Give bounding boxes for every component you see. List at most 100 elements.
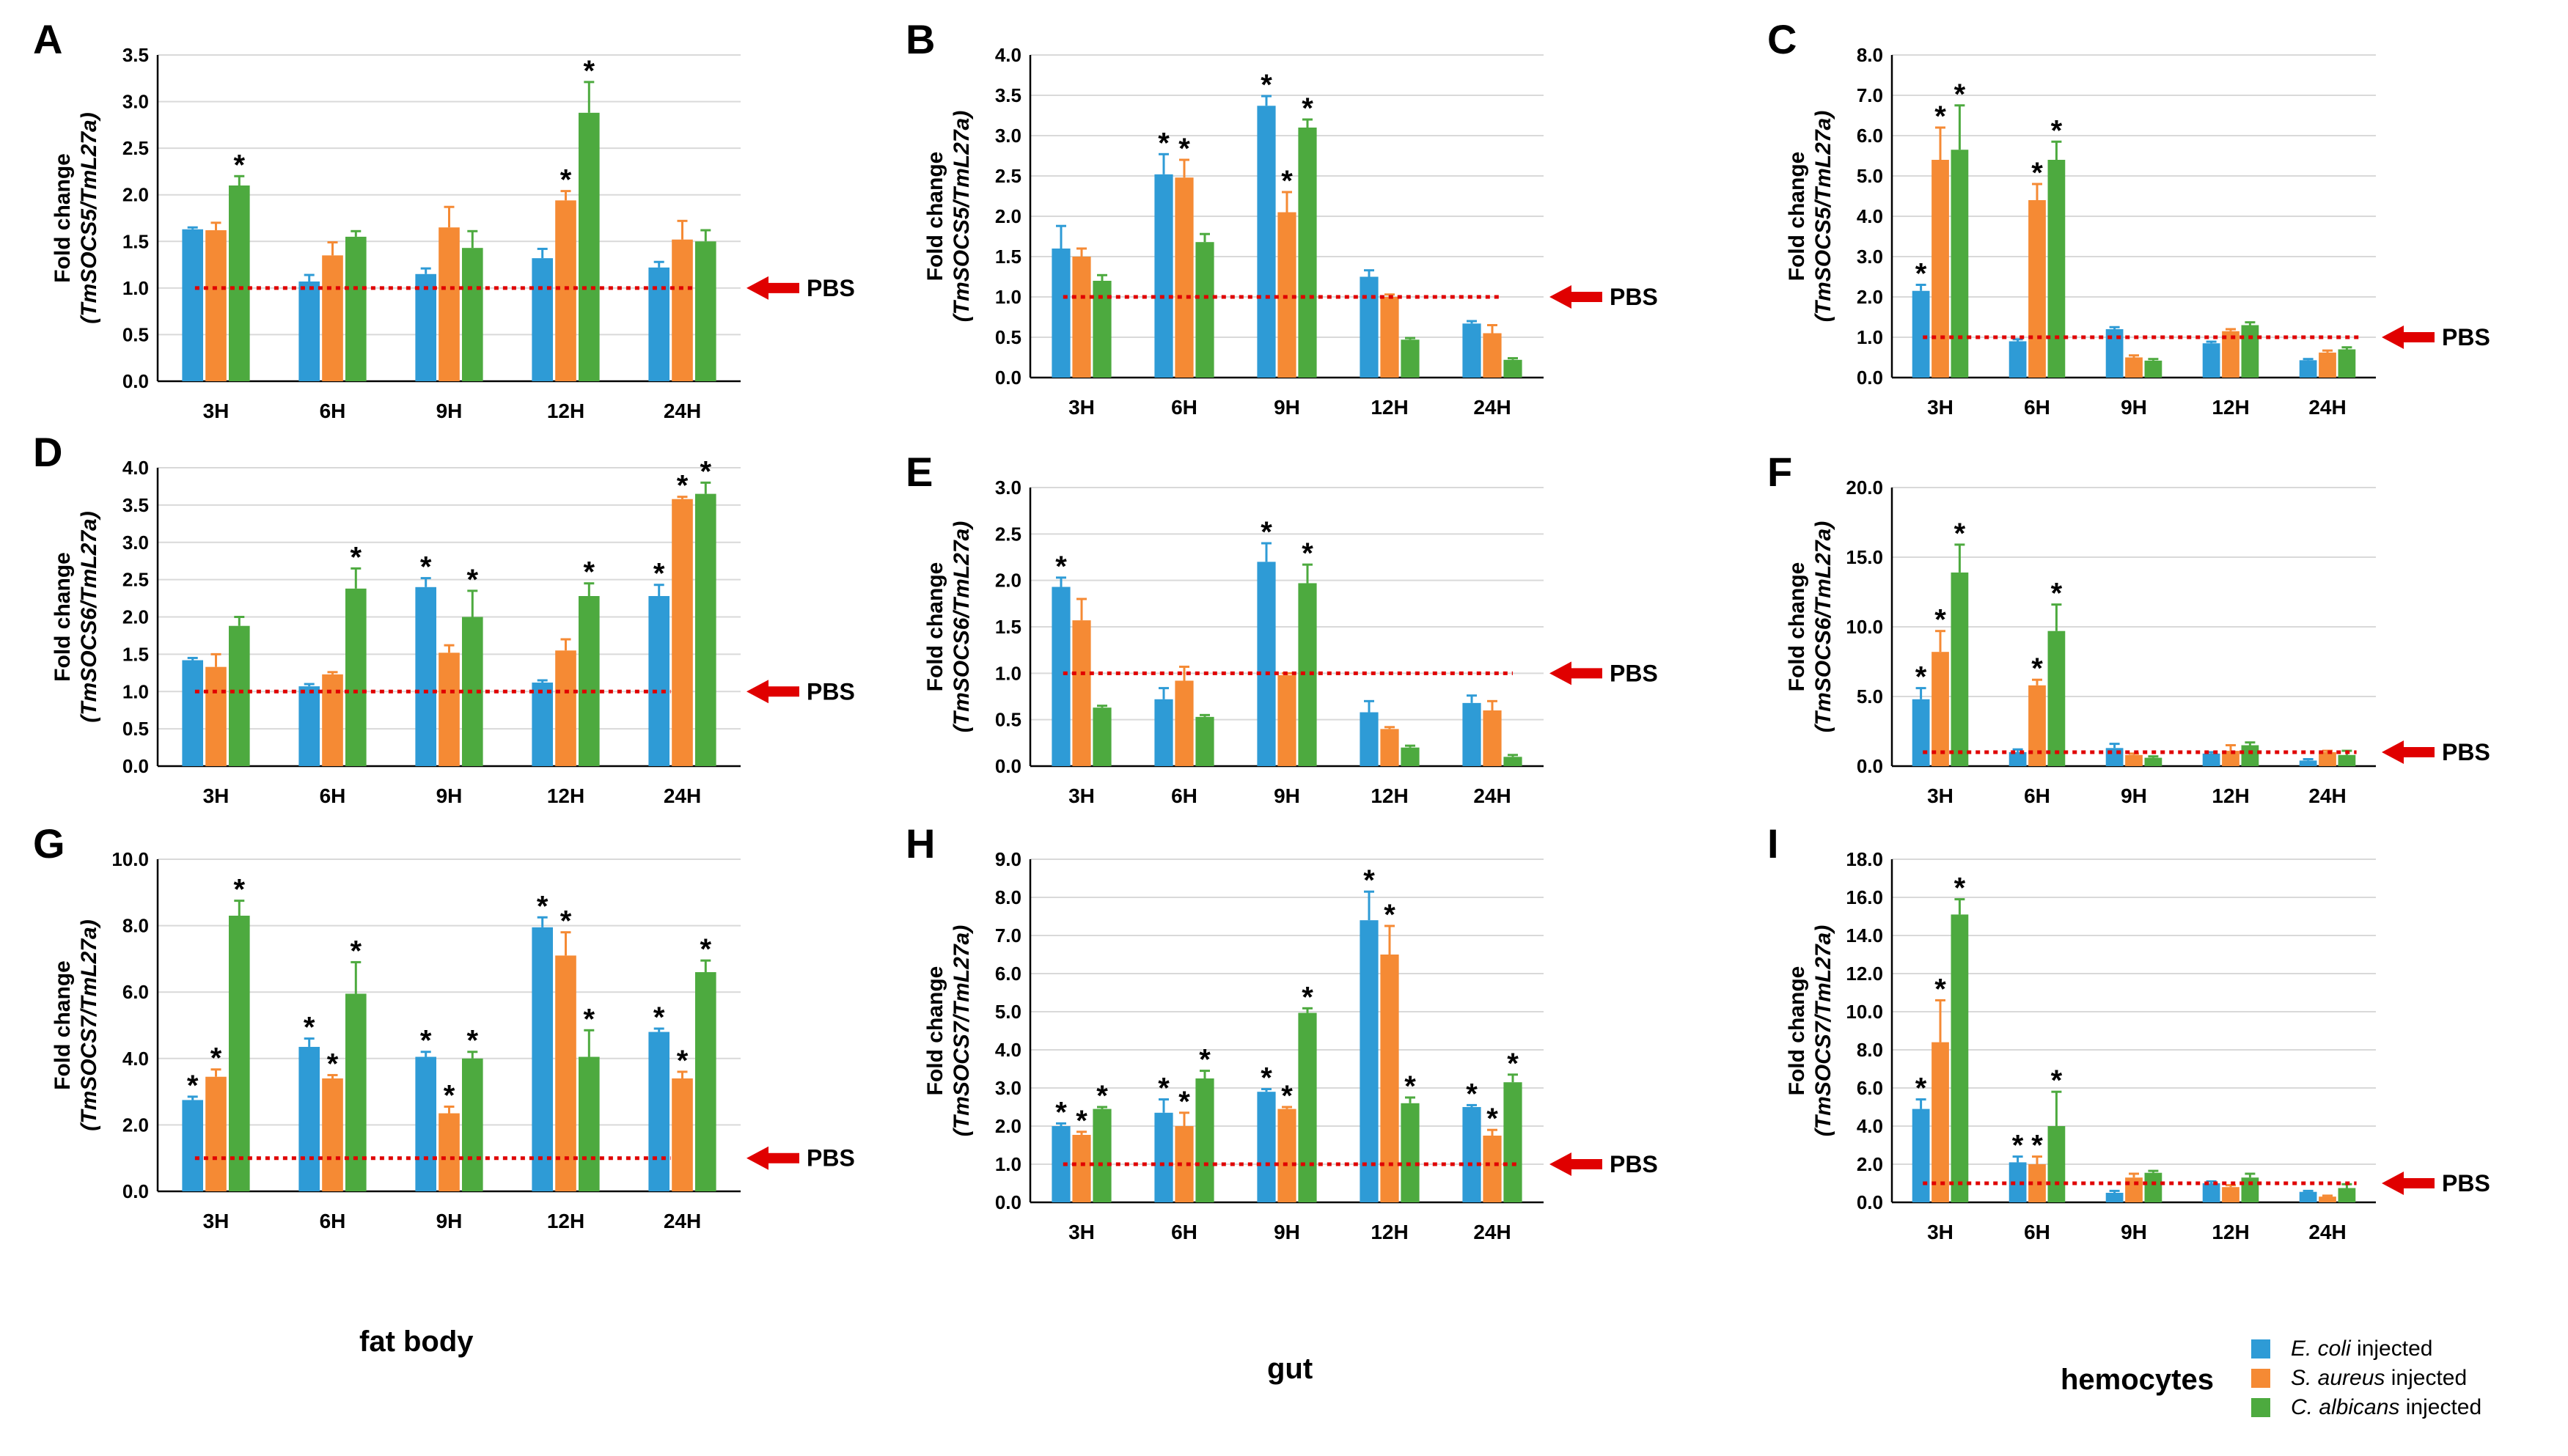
pbs-label: PBS: [807, 275, 855, 301]
pbs-label: PBS: [1610, 660, 1658, 686]
significance-star: *: [1096, 1080, 1108, 1112]
significance-star: *: [1158, 127, 1170, 159]
bar: [1462, 1107, 1481, 1202]
x-tick-label: 12H: [2212, 784, 2249, 807]
bar: [1257, 562, 1276, 766]
y-tick-label: 1.5: [995, 246, 1021, 268]
bar: [1277, 1108, 1296, 1202]
x-tick-label: 12H: [547, 784, 584, 807]
y-tick-label: 5.0: [1857, 165, 1883, 187]
y-tick-label: 9.0: [995, 848, 1021, 870]
y-axis-label-line2: (TmSOCS5/TmL27a): [950, 111, 974, 322]
y-tick-label: 0.5: [122, 718, 149, 740]
y-axis-label-line1: Fold change: [1785, 966, 1809, 1096]
bar: [1093, 1108, 1112, 1202]
bar: [532, 258, 554, 381]
y-tick-label: 8.0: [995, 886, 1021, 908]
panel-h: 0.0 1.0 2.0 3.0 4.0 5.0 6.0 7.0 8.0 9.0 Fold chang…: [906, 820, 1658, 1243]
y-axis-label: Fold change (TmSOCS6/TmL27a): [923, 521, 974, 732]
y-tick-label: 1.0: [1857, 326, 1883, 348]
significance-star: *: [2051, 1065, 2063, 1097]
y-axis-label-line1: Fold change: [51, 153, 75, 283]
significance-star: *: [1055, 1096, 1067, 1128]
y-tick-label: 8.0: [1857, 44, 1883, 66]
bar: [2008, 752, 2027, 766]
bar: [672, 239, 693, 381]
y-tick-label: 7.0: [1857, 84, 1883, 106]
significance-star: *: [1507, 1048, 1519, 1080]
bar: [2144, 360, 2162, 378]
x-tick-label: 9H: [2121, 396, 2147, 419]
bar: [1154, 699, 1173, 766]
x-tick-label: 9H: [436, 784, 463, 807]
significance-star: *: [2051, 578, 2063, 610]
y-tick-label: 6.0: [122, 981, 149, 1003]
pbs-label: PBS: [1610, 1151, 1658, 1177]
bar: [322, 255, 343, 381]
significance-star: *: [2031, 1130, 2043, 1162]
bar: [532, 683, 554, 766]
legend-swatch-c-albicans: [2251, 1398, 2270, 1417]
bar: [228, 185, 250, 381]
significance-star: *: [1486, 1103, 1498, 1135]
y-tick-label: 0.0: [995, 1191, 1021, 1213]
significance-star: *: [1466, 1078, 1478, 1110]
y-axis-label: Fold change (TmSOCS5/TmL27a): [1785, 111, 1835, 322]
y-tick-label: 1.0: [122, 277, 149, 299]
bar: [2202, 753, 2220, 766]
x-tick-label: 12H: [547, 1210, 584, 1232]
pbs-arrow-icon: [746, 680, 799, 704]
y-axis-label-line1: Fold change: [923, 152, 947, 282]
y-tick-label: 10.0: [1846, 1001, 1883, 1023]
bar: [439, 652, 460, 766]
pbs-arrow-icon: [2382, 326, 2435, 349]
bar: [1951, 572, 1969, 766]
y-tick-label: 1.0: [995, 286, 1021, 308]
bar: [578, 112, 600, 382]
pbs-label: PBS: [2442, 1170, 2490, 1196]
y-tick-label: 18.0: [1846, 848, 1883, 870]
significance-star: *: [584, 1003, 595, 1035]
bar: [2105, 329, 2124, 378]
significance-star: *: [327, 1048, 339, 1080]
bar: [1298, 128, 1317, 378]
y-axis-label: Fold change (TmSOCS7/TmL27a): [1785, 925, 1835, 1136]
panel-e: 0.0 0.5 1.0 1.5 2.0 2.5 3.0 Fold change (TmSOCS6…: [906, 449, 1658, 807]
bar: [1277, 212, 1296, 378]
bar: [2144, 757, 2162, 766]
bar: [415, 273, 437, 381]
pbs-arrow-icon: [1549, 661, 1602, 685]
x-tick-label: 6H: [1171, 1221, 1197, 1243]
y-tick-label: 6.0: [1857, 1077, 1883, 1099]
legend-species: E. coli: [2291, 1336, 2351, 1361]
x-tick-label: 3H: [1068, 784, 1095, 807]
significance-star: *: [351, 541, 362, 573]
bar: [2047, 630, 2066, 766]
y-tick-label: 2.5: [122, 137, 149, 159]
significance-star: *: [444, 1079, 455, 1111]
bar: [1931, 1042, 1949, 1202]
y-tick-label: 0.0: [995, 367, 1021, 389]
bar: [578, 1056, 600, 1191]
significance-star: *: [1404, 1070, 1416, 1103]
bar: [2028, 200, 2046, 378]
bar: [555, 650, 576, 766]
bar: [1401, 747, 1420, 766]
bar: [1175, 177, 1194, 378]
bar: [1154, 174, 1173, 378]
significance-star: *: [351, 935, 362, 967]
x-tick-label: 6H: [2024, 784, 2050, 807]
significance-star: *: [1261, 1062, 1272, 1095]
pbs-arrow-icon: [1549, 1152, 1602, 1176]
legend-swatch-e-coli: [2251, 1339, 2270, 1358]
panel-letter: C: [1767, 16, 1797, 62]
legend-item-s-aureus: S. aureus injected: [2251, 1364, 2481, 1393]
y-tick-label: 8.0: [122, 915, 149, 937]
x-tick-label: 3H: [1927, 784, 1953, 807]
bar: [182, 229, 204, 381]
bar: [2299, 360, 2317, 378]
bar: [1912, 290, 1930, 378]
x-tick-label: 12H: [547, 400, 584, 422]
y-tick-label: 10.0: [1846, 616, 1883, 638]
y-tick-label: 1.0: [995, 662, 1021, 684]
